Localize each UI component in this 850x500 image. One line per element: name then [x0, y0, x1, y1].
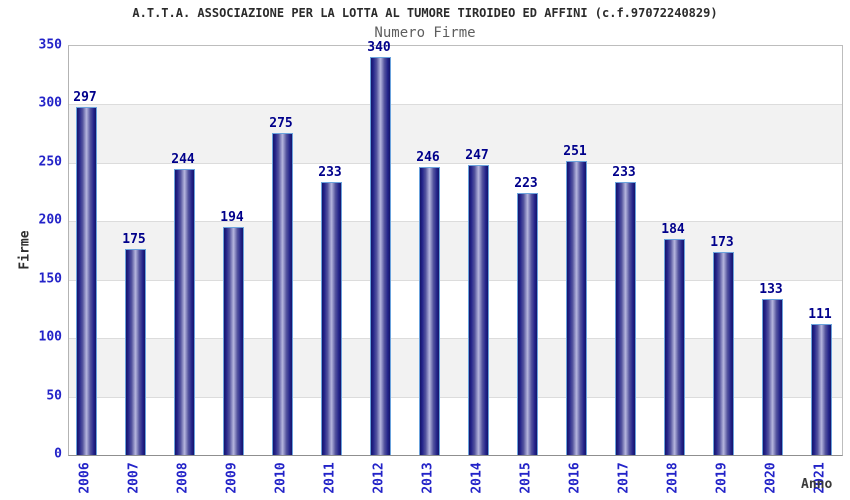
y-tick-label: 300 — [38, 95, 62, 111]
x-tick-label: 2017 — [616, 462, 632, 494]
x-tick-label: 2015 — [518, 462, 534, 494]
bar-value-label: 297 — [73, 90, 97, 105]
y-tick-label: 150 — [38, 271, 62, 287]
bar-value-label: 173 — [710, 235, 734, 250]
x-tick-label: 2018 — [665, 462, 681, 494]
bar-value-label: 247 — [465, 148, 489, 163]
bar-2014 — [467, 165, 489, 455]
bar-value-label: 246 — [416, 150, 440, 165]
gridline — [69, 396, 842, 398]
x-tick-label: 2014 — [469, 462, 485, 494]
x-tick-label: 2007 — [126, 462, 142, 494]
x-tick-label: 2013 — [420, 462, 436, 494]
bar-2013 — [418, 167, 440, 455]
y-tick-label: 200 — [38, 212, 62, 228]
bar-2009 — [222, 227, 244, 455]
bar-2017 — [614, 182, 636, 455]
bar-2019 — [712, 252, 734, 455]
y-tick-label: 50 — [46, 388, 62, 404]
bar-value-label: 233 — [612, 165, 636, 180]
bar-value-label: 275 — [269, 116, 293, 131]
x-tick-label: 2010 — [273, 462, 289, 494]
x-tick-label: 2019 — [714, 462, 730, 494]
gridline — [69, 279, 842, 281]
bar-value-label: 244 — [171, 152, 195, 167]
bar-value-label: 184 — [661, 222, 685, 237]
bar-2016 — [565, 161, 587, 455]
bar-value-label: 251 — [563, 144, 587, 159]
bar-2021 — [810, 324, 832, 455]
bar-value-label: 340 — [367, 40, 391, 55]
bar-value-label: 223 — [514, 176, 538, 191]
bar-value-label: 233 — [318, 165, 342, 180]
gridline — [69, 162, 842, 164]
bar-2006 — [75, 107, 97, 455]
gridline — [69, 338, 842, 340]
x-tick-label: 2016 — [567, 462, 583, 494]
bar-2015 — [516, 193, 538, 455]
chart-title: A.T.T.A. ASSOCIAZIONE PER LA LOTTA AL TU… — [132, 6, 718, 20]
plot-band — [69, 46, 842, 105]
x-axis-title: Anno — [801, 477, 833, 492]
y-tick-label: 250 — [38, 154, 62, 170]
plot-area — [68, 45, 843, 456]
y-tick-label: 350 — [38, 37, 62, 53]
bar-value-label: 133 — [759, 282, 783, 297]
x-tick-label: 2012 — [371, 462, 387, 494]
bar-value-label: 194 — [220, 210, 244, 225]
y-axis-title: Firme — [17, 230, 33, 270]
x-tick-label: 2008 — [175, 462, 191, 494]
bar-2007 — [124, 249, 146, 455]
bar-2012 — [369, 57, 391, 455]
y-tick-label: 100 — [38, 329, 62, 345]
bar-value-label: 175 — [122, 232, 146, 247]
bar-2018 — [663, 239, 685, 455]
x-tick-label: 2006 — [77, 462, 93, 494]
x-tick-label: 2009 — [224, 462, 240, 494]
chart-subtitle: Numero Firme — [374, 25, 476, 41]
x-tick-label: 2020 — [763, 462, 779, 494]
x-tick-label: 2011 — [322, 462, 338, 494]
bar-2011 — [320, 182, 342, 455]
bar-value-label: 111 — [808, 307, 832, 322]
y-tick-label: 0 — [54, 446, 62, 462]
gridline — [69, 221, 842, 223]
bar-2008 — [173, 169, 195, 455]
bar-2010 — [271, 133, 293, 455]
plot-band — [69, 104, 842, 163]
plot-band — [69, 162, 842, 222]
gridline — [69, 104, 842, 106]
bar-2020 — [761, 299, 783, 455]
